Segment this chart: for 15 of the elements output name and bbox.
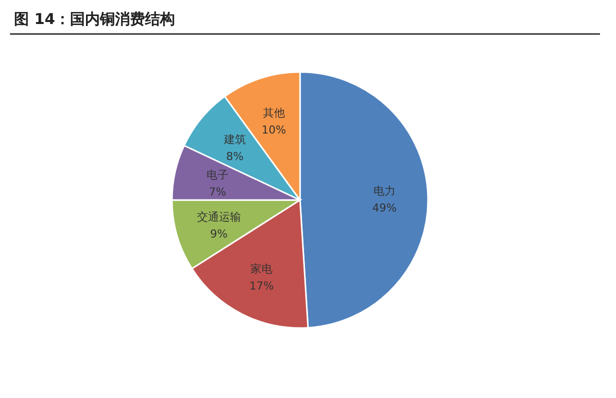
data-label: 7% (208, 186, 226, 199)
chart-title: 图 14：国内铜消费结构 (14, 10, 176, 28)
slice-label: 建筑 (222, 133, 246, 146)
data-label: 9% (210, 228, 228, 241)
data-label: 17% (249, 279, 274, 292)
pie-slice (299, 71, 429, 328)
pie-slice (191, 199, 309, 329)
slice-label: 家电 (250, 262, 273, 276)
slice-label: 交通运输 (196, 210, 241, 224)
slice-label: 电子 (206, 168, 229, 182)
data-label: 49% (372, 201, 397, 214)
slice-label: 其他 (262, 106, 285, 120)
data-label: 10% (262, 124, 286, 137)
data-label: 8% (226, 150, 244, 164)
slice-label: 电力 (373, 184, 396, 198)
